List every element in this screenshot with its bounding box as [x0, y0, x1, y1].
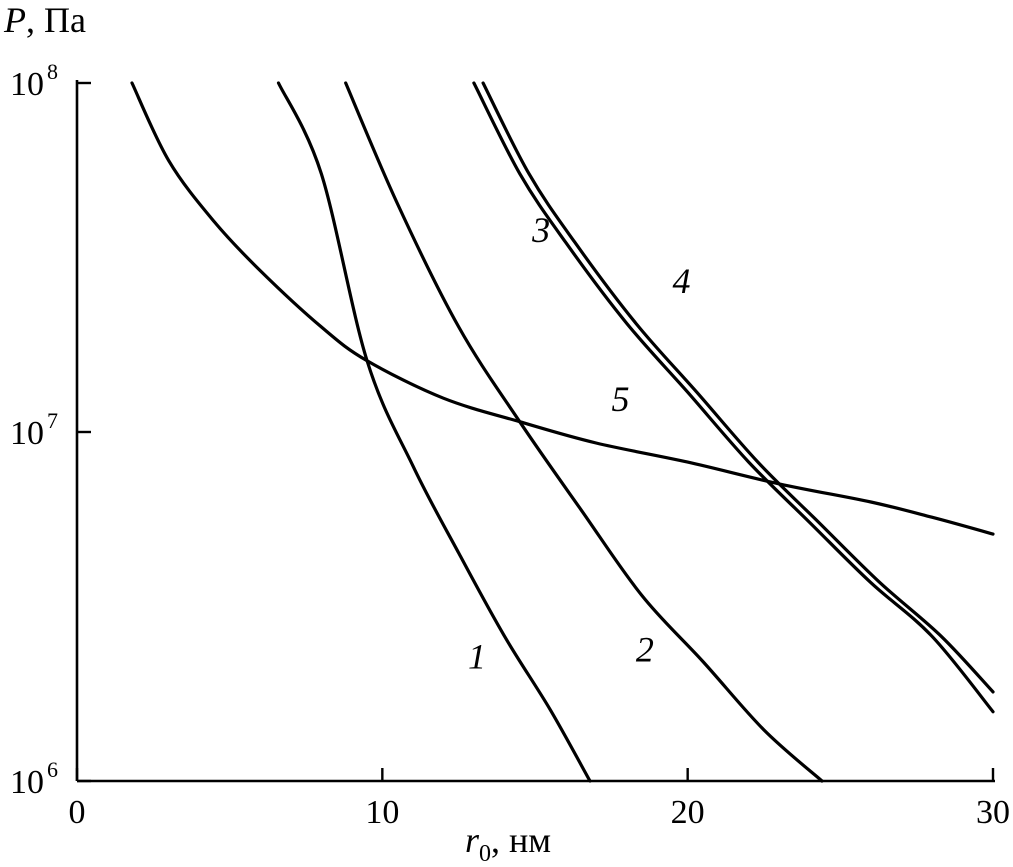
- x-axis-title: r0, нм: [465, 820, 551, 867]
- curve-3: [472, 81, 995, 714]
- y-axis-title-var: P: [3, 0, 26, 40]
- y-tick-exp-7: 7: [47, 408, 58, 433]
- curve-label-3: 3: [531, 210, 550, 250]
- y-axis-title-unit: , Па: [26, 0, 86, 40]
- x-axis-title-unit: , нм: [491, 820, 551, 860]
- y-axis-title: P, Па: [3, 0, 86, 40]
- curve-label-1: 1: [468, 637, 486, 677]
- curve-label-4: 4: [673, 261, 691, 301]
- curve-1: [276, 81, 592, 783]
- curve-5: [130, 81, 995, 536]
- y-tick-exp-6: 6: [47, 757, 58, 782]
- y-tick-label-8: 10: [10, 66, 44, 103]
- axes-layer: [75, 80, 995, 783]
- curve-2: [344, 81, 824, 783]
- curve-label-5: 5: [611, 379, 629, 419]
- x-tick-label-10: 10: [365, 794, 399, 831]
- curve-4: [481, 81, 995, 694]
- y-tick-exp-8: 8: [47, 59, 58, 84]
- curve-label-2: 2: [636, 629, 654, 669]
- x-axis-title-sub: 0: [479, 841, 491, 867]
- x-tick-label-0: 0: [69, 794, 86, 831]
- curves-layer: [130, 81, 995, 783]
- y-tick-label-6: 10: [10, 764, 44, 801]
- x-tick-label-20: 20: [671, 794, 705, 831]
- y-tick-label-7: 10: [10, 415, 44, 452]
- x-tick-label-30: 30: [976, 794, 1010, 831]
- x-axis-title-var: r: [465, 820, 480, 860]
- curve-labels-layer: 1 2 3 4 5: [468, 210, 691, 676]
